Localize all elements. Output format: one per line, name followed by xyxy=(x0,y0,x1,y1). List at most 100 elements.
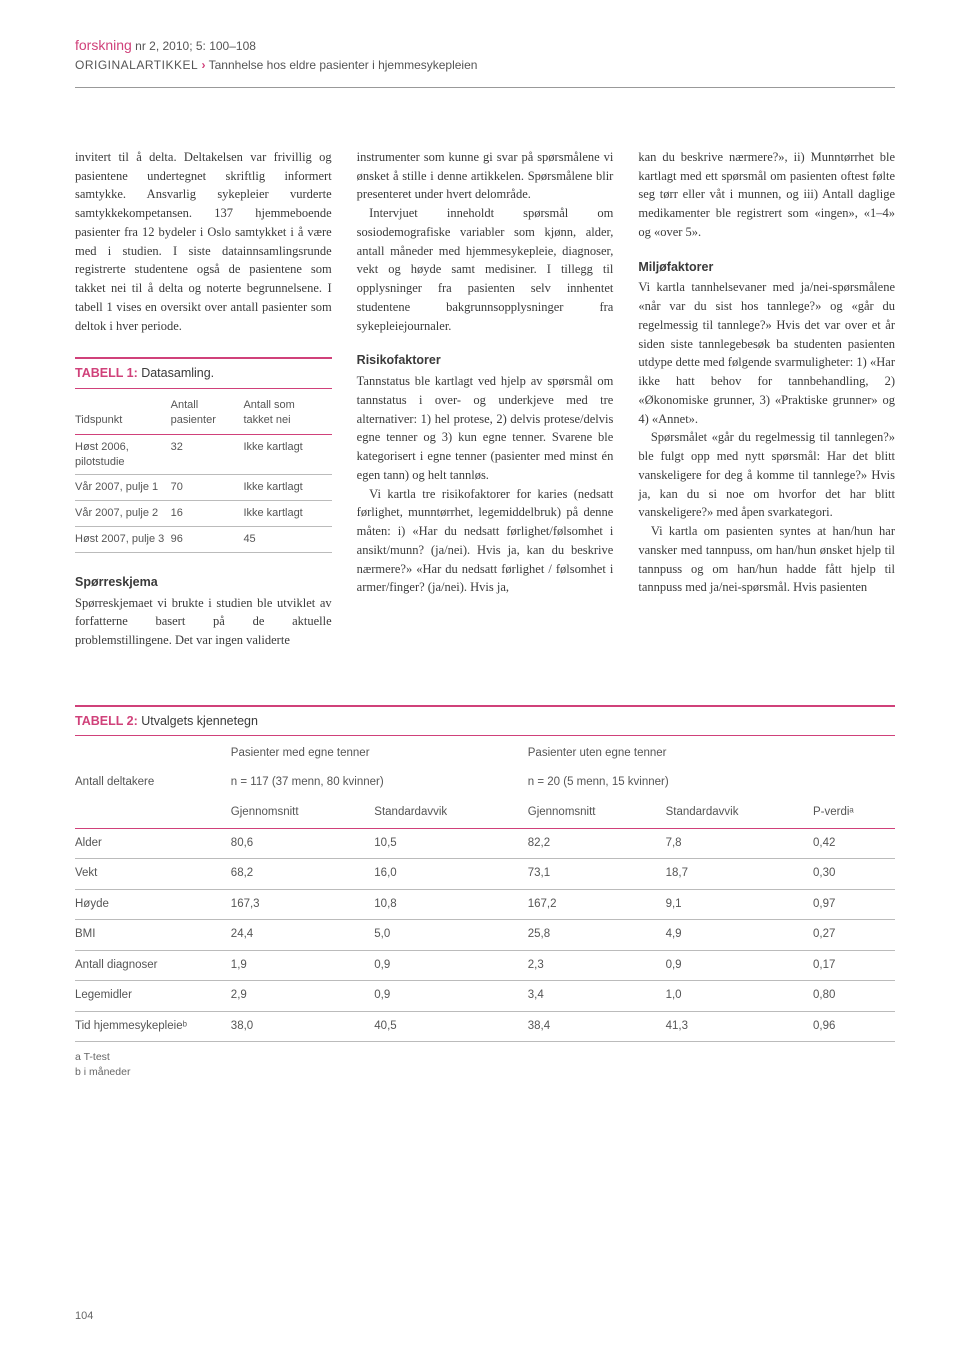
article-type: ORIGINALARTIKKEL xyxy=(75,58,198,72)
subheading: Miljøfaktorer xyxy=(638,258,895,277)
table-header-cell: Standardavvik xyxy=(666,798,813,828)
table-cell: 4,9 xyxy=(666,920,813,951)
table-header-cell: Tidspunkt xyxy=(75,395,171,434)
table-cell: 82,2 xyxy=(528,828,666,859)
table-header-cell: Antall som takket nei xyxy=(243,395,331,434)
column-1: invitert til å delta. Deltakelsen var fr… xyxy=(75,148,332,650)
table-row: Høyde167,310,8167,29,10,97 xyxy=(75,889,895,920)
table-cell: 9,1 xyxy=(666,889,813,920)
table-header-cell: Antall pasienter xyxy=(171,395,244,434)
table-cell: 80,6 xyxy=(231,828,374,859)
table-cell: Ikke kartlagt xyxy=(243,434,331,475)
table-cell: Vår 2007, pulje 2 xyxy=(75,501,171,527)
paragraph-text: Vi kartla tre risikofaktorer for karies … xyxy=(357,485,614,598)
table-1-wrap: Tabell 1: Datasamling. Tidspunkt Antall … xyxy=(75,357,332,553)
table-cell: 0,9 xyxy=(374,981,527,1012)
paragraph-text: kan du beskrive nærmere?», ii) Munntørrh… xyxy=(638,148,895,242)
paragraph-text: instrumenter som kunne gi svar på spørsm… xyxy=(357,148,614,204)
chevron-icon: › xyxy=(202,58,206,72)
paragraph-text: invitert til å delta. Deltakelsen var fr… xyxy=(75,148,332,336)
table-cell: 10,8 xyxy=(374,889,527,920)
table-cell: Alder xyxy=(75,828,231,859)
table-row: Antall diagnoser1,90,92,30,90,17 xyxy=(75,950,895,981)
table-header-cell: Gjennomsnitt xyxy=(528,798,666,828)
journal-name: forskning xyxy=(75,37,132,53)
table-cell: 0,80 xyxy=(813,981,895,1012)
table-cell: 3,4 xyxy=(528,981,666,1012)
paragraph-text: Tannstatus ble kartlagt ved hjelp av spø… xyxy=(357,372,614,485)
table-cell: 38,4 xyxy=(528,1011,666,1042)
paragraph-text: Vi kartla tannhelsevaner med ja/nei-spør… xyxy=(638,278,895,428)
paragraph-text: Vi kartla om pasienten syntes at han/hun… xyxy=(638,522,895,597)
table-cell: 16 xyxy=(171,501,244,527)
subheading: Risikofaktorer xyxy=(357,351,614,370)
table-cell: 45 xyxy=(243,527,331,553)
table-cell: 10,5 xyxy=(374,828,527,859)
column-2: instrumenter som kunne gi svar på spørsm… xyxy=(357,148,614,650)
header-line-1: forskning nr 2, 2010; 5: 100–108 xyxy=(75,35,895,55)
table-cell: 7,8 xyxy=(666,828,813,859)
table-cell: 41,3 xyxy=(666,1011,813,1042)
table-cell: 68,2 xyxy=(231,859,374,890)
table-cell: 73,1 xyxy=(528,859,666,890)
table-cell: 24,4 xyxy=(231,920,374,951)
footnote: b i måneder xyxy=(75,1065,895,1080)
column-3: kan du beskrive nærmere?», ii) Munntørrh… xyxy=(638,148,895,650)
table-cell: 96 xyxy=(171,527,244,553)
table-1-title: Tabell 1: Datasamling. xyxy=(75,357,332,389)
table-cell: Høst 2007, pulje 3 xyxy=(75,527,171,553)
table-cell: 0,17 xyxy=(813,950,895,981)
table-cell: 40,5 xyxy=(374,1011,527,1042)
table-header-cell: P-verdiᵃ xyxy=(813,798,895,828)
table-row: Legemidler2,90,93,41,00,80 xyxy=(75,981,895,1012)
table-cell: Legemidler xyxy=(75,981,231,1012)
table-cell: 0,42 xyxy=(813,828,895,859)
table-cell: 167,2 xyxy=(528,889,666,920)
table-2-title: Tabell 2: Utvalgets kjennetegn xyxy=(75,705,895,736)
table-cell: 0,9 xyxy=(666,950,813,981)
article-title: Tannhelse hos eldre pasienter i hjemmesy… xyxy=(209,58,478,72)
table-row: Tidspunkt Antall pasienter Antall som ta… xyxy=(75,395,332,434)
table-cell: Ikke kartlagt xyxy=(243,475,331,501)
table-2-footnotes: a T-test b i måneder xyxy=(75,1050,895,1079)
table-row: Gjennomsnitt Standardavvik Gjennomsnitt … xyxy=(75,798,895,828)
table-cell: 0,96 xyxy=(813,1011,895,1042)
table-cell: 0,9 xyxy=(374,950,527,981)
table-1: Tidspunkt Antall pasienter Antall som ta… xyxy=(75,395,332,553)
table-cell: Vekt xyxy=(75,859,231,890)
table-header-cell: Antall deltakere xyxy=(75,768,231,799)
subheading: Spørreskjema xyxy=(75,573,332,592)
table-2-number: Tabell 2: xyxy=(75,714,138,728)
header-line-2: ORIGINALARTIKKEL › Tannhelse hos eldre p… xyxy=(75,57,895,74)
table-cell: 167,3 xyxy=(231,889,374,920)
table-cell: 38,0 xyxy=(231,1011,374,1042)
paragraph-text: Spørsmålet «går du regelmessig til tannl… xyxy=(638,428,895,522)
table-row: Pasienter med egne tenner Pasienter uten… xyxy=(75,736,895,768)
issue-info: nr 2, 2010; 5: 100–108 xyxy=(135,39,256,53)
table-cell: 70 xyxy=(171,475,244,501)
table-header-cell xyxy=(75,798,231,828)
table-row: Tid hjemmesykepleieᵇ38,040,538,441,30,96 xyxy=(75,1011,895,1042)
table-1-caption: Datasamling. xyxy=(138,366,214,380)
paragraph-text: Spørreskjemaet vi brukte i studien ble u… xyxy=(75,594,332,650)
table-row: Vekt68,216,073,118,70,30 xyxy=(75,859,895,890)
table-cell: 2,9 xyxy=(231,981,374,1012)
table-cell: 18,7 xyxy=(666,859,813,890)
table-cell: Antall diagnoser xyxy=(75,950,231,981)
table-cell: 25,8 xyxy=(528,920,666,951)
table-cell: 16,0 xyxy=(374,859,527,890)
table-cell: Høst 2006, pilotstudie xyxy=(75,434,171,475)
table-header-cell: n = 117 (37 menn, 80 kvinner) xyxy=(231,768,528,799)
paragraph-text: Intervjuet inneholdt spørsmål om sosiode… xyxy=(357,204,614,335)
table-row: Alder80,610,582,27,80,42 xyxy=(75,828,895,859)
table-cell: 0,97 xyxy=(813,889,895,920)
page-number: 104 xyxy=(75,1309,93,1325)
footnote: a T-test xyxy=(75,1050,895,1065)
table-cell: 0,27 xyxy=(813,920,895,951)
table-row: Antall deltakere n = 117 (37 menn, 80 kv… xyxy=(75,768,895,799)
table-1-number: Tabell 1: xyxy=(75,366,138,380)
table-header-cell: Gjennomsnitt xyxy=(231,798,374,828)
body-columns: invitert til å delta. Deltakelsen var fr… xyxy=(75,148,895,650)
table-cell: 5,0 xyxy=(374,920,527,951)
table-header-cell: Pasienter med egne tenner xyxy=(231,736,528,768)
